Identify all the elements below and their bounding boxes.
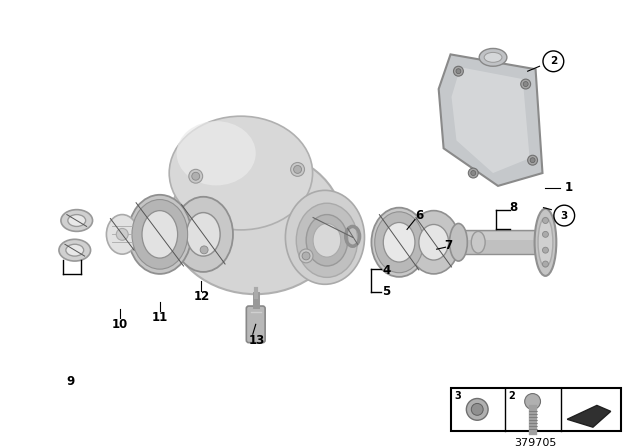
- Ellipse shape: [134, 212, 189, 257]
- Ellipse shape: [130, 228, 148, 241]
- Ellipse shape: [296, 203, 358, 277]
- Ellipse shape: [419, 224, 449, 260]
- Ellipse shape: [61, 210, 93, 231]
- Ellipse shape: [169, 151, 342, 294]
- Text: 10: 10: [112, 318, 129, 331]
- Ellipse shape: [186, 213, 220, 256]
- Circle shape: [454, 66, 463, 76]
- Circle shape: [527, 155, 538, 165]
- Ellipse shape: [471, 231, 485, 253]
- Text: 3: 3: [561, 211, 568, 220]
- Text: 5: 5: [382, 285, 390, 298]
- Text: 11: 11: [152, 311, 168, 324]
- Ellipse shape: [479, 48, 507, 66]
- Text: 8: 8: [509, 201, 518, 214]
- Ellipse shape: [313, 224, 340, 257]
- Circle shape: [530, 158, 535, 163]
- Ellipse shape: [59, 239, 91, 261]
- Text: 6: 6: [415, 209, 423, 222]
- Ellipse shape: [449, 224, 467, 261]
- Text: 2: 2: [550, 56, 557, 66]
- Circle shape: [302, 252, 310, 260]
- Circle shape: [294, 165, 301, 173]
- FancyBboxPatch shape: [246, 306, 265, 343]
- Ellipse shape: [375, 212, 424, 273]
- Ellipse shape: [484, 52, 502, 62]
- Circle shape: [543, 218, 548, 224]
- Ellipse shape: [534, 209, 556, 276]
- Circle shape: [543, 247, 548, 253]
- Circle shape: [200, 246, 208, 254]
- Circle shape: [543, 231, 548, 237]
- Ellipse shape: [128, 195, 191, 274]
- Text: 3: 3: [454, 391, 461, 401]
- Polygon shape: [567, 405, 611, 427]
- Text: 9: 9: [67, 375, 75, 388]
- Circle shape: [197, 243, 211, 257]
- Circle shape: [299, 249, 313, 263]
- Ellipse shape: [285, 190, 365, 284]
- Circle shape: [525, 393, 541, 409]
- Polygon shape: [451, 67, 530, 173]
- Ellipse shape: [169, 116, 312, 230]
- Ellipse shape: [177, 121, 256, 185]
- Circle shape: [471, 171, 476, 176]
- Ellipse shape: [173, 197, 233, 272]
- Circle shape: [467, 399, 488, 420]
- Circle shape: [554, 205, 575, 226]
- Circle shape: [524, 82, 528, 86]
- Text: 13: 13: [248, 334, 265, 347]
- Circle shape: [192, 172, 200, 180]
- Ellipse shape: [66, 244, 84, 256]
- Circle shape: [521, 79, 531, 89]
- Circle shape: [468, 168, 478, 178]
- Circle shape: [543, 51, 564, 72]
- Text: 1: 1: [565, 181, 573, 194]
- Ellipse shape: [383, 223, 415, 262]
- Circle shape: [456, 69, 461, 73]
- Text: 2: 2: [508, 391, 515, 401]
- Ellipse shape: [306, 215, 348, 266]
- Bar: [458, 233, 538, 240]
- Ellipse shape: [371, 208, 427, 277]
- Text: 379705: 379705: [515, 438, 557, 448]
- Ellipse shape: [538, 218, 553, 267]
- Ellipse shape: [68, 215, 86, 226]
- Circle shape: [291, 163, 305, 177]
- Circle shape: [189, 169, 203, 183]
- Circle shape: [471, 404, 483, 415]
- Bar: [458, 230, 538, 254]
- Bar: [451, 388, 621, 431]
- Polygon shape: [438, 54, 543, 186]
- Circle shape: [543, 261, 548, 267]
- Text: 12: 12: [193, 290, 209, 303]
- Circle shape: [116, 228, 128, 240]
- Ellipse shape: [142, 211, 178, 258]
- Ellipse shape: [408, 211, 460, 274]
- Text: 4: 4: [382, 264, 390, 277]
- Ellipse shape: [106, 215, 138, 254]
- Text: 7: 7: [445, 239, 452, 252]
- Ellipse shape: [132, 199, 188, 269]
